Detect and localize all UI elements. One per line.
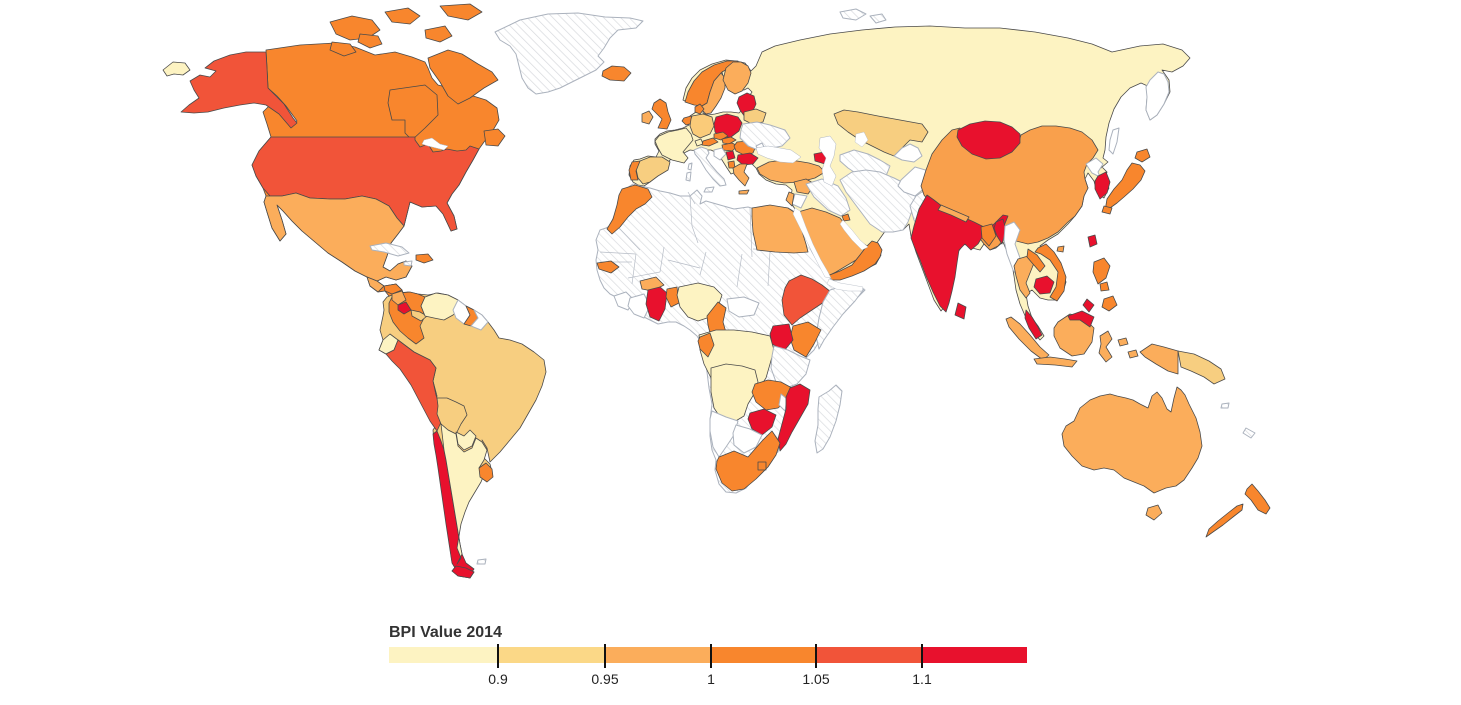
svg-text:1.05: 1.05 — [802, 671, 829, 687]
svg-text:BPI Value 2014: BPI Value 2014 — [389, 624, 502, 641]
svg-text:1: 1 — [707, 671, 715, 687]
svg-text:0.9: 0.9 — [488, 671, 508, 687]
svg-text:0.95: 0.95 — [591, 671, 618, 687]
svg-text:1.1: 1.1 — [912, 671, 932, 687]
